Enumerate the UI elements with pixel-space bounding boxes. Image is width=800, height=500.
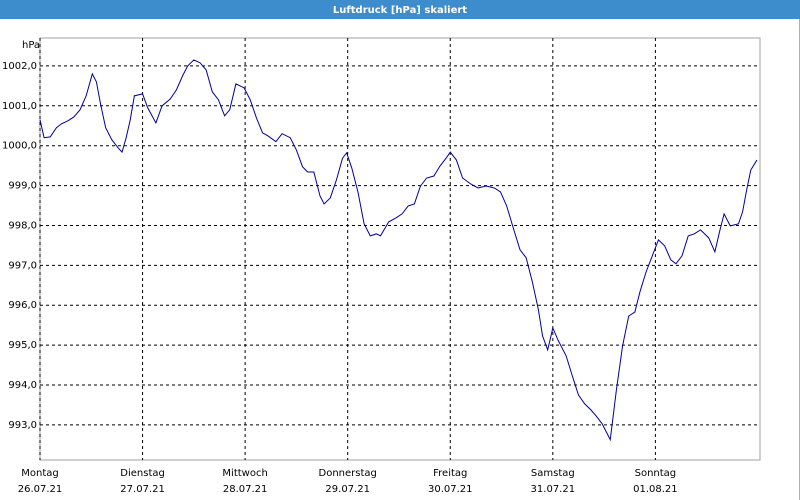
- x-tick-label: Freitag: [433, 468, 467, 479]
- x-tick-label: Dienstag: [120, 468, 165, 479]
- y-tick-label: 1002,0: [2, 61, 37, 72]
- y-tick-label: 997,0: [8, 260, 37, 271]
- y-tick-label: 994,0: [8, 380, 37, 391]
- y-tick-label: 998,0: [8, 220, 37, 231]
- x-tick-date: 26.07.21: [18, 484, 63, 495]
- y-tick-label: 995,0: [8, 340, 37, 351]
- y-tick-label: 993,0: [8, 420, 37, 431]
- y-tick-label: 1000,0: [2, 141, 37, 152]
- y-tick-label: 1001,0: [2, 101, 37, 112]
- chart-title: Luftdruck [hPa] skaliert: [333, 5, 467, 16]
- y-tick-label: 999,0: [8, 181, 37, 192]
- x-tick-label: Mittwoch: [222, 468, 267, 479]
- x-tick-label: Donnerstag: [319, 468, 377, 479]
- x-tick-label: Montag: [21, 468, 58, 479]
- x-tick-date: 29.07.21: [325, 484, 370, 495]
- x-tick-date: 30.07.21: [428, 484, 473, 495]
- title-bar: [0, 0, 800, 19]
- y-axis-label: hPa: [22, 40, 40, 51]
- line-series: [39, 59, 758, 442]
- x-tick-date: 01.08.21: [633, 484, 678, 495]
- x-tick-label: Samstag: [531, 468, 575, 479]
- x-tick-date: 27.07.21: [120, 484, 165, 495]
- x-tick-date: 28.07.21: [223, 484, 268, 495]
- x-tick-label: Sonntag: [635, 468, 677, 479]
- x-tick-date: 31.07.21: [531, 484, 576, 495]
- y-tick-label: 996,0: [8, 300, 37, 311]
